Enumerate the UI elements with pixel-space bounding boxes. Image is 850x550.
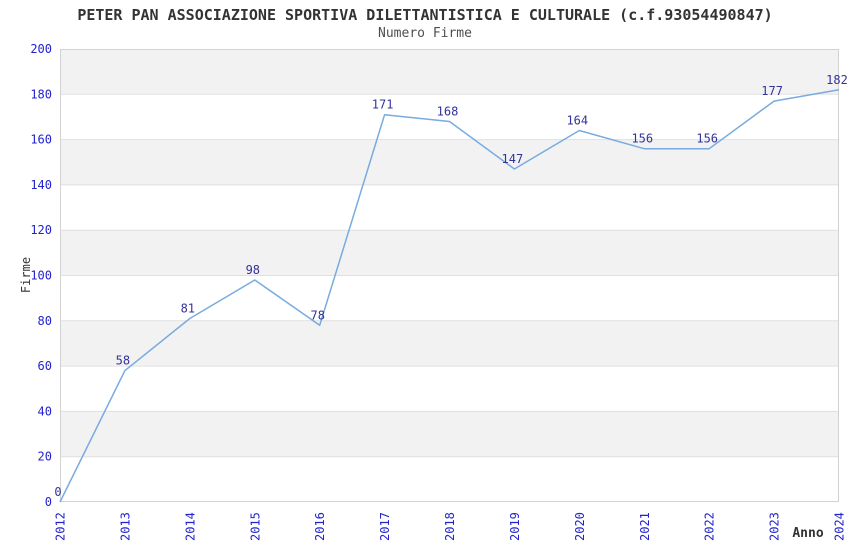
data-point-label: 182: [826, 73, 848, 87]
data-point-label: 156: [631, 132, 653, 146]
plot-border: [60, 49, 839, 502]
plot-band: [60, 411, 839, 457]
data-point-label: 147: [502, 152, 524, 166]
data-point-label: 164: [566, 114, 588, 128]
x-tick-label: 2019: [508, 512, 522, 541]
series-line: [59, 89, 840, 503]
x-axis-label: Anno: [792, 526, 824, 541]
plot-band: [60, 320, 839, 367]
y-tick-label: 40: [38, 404, 52, 418]
plot-band: [60, 275, 839, 321]
plot-band: [60, 94, 839, 140]
x-tick-label: 2012: [54, 512, 68, 541]
plot-band: [60, 184, 839, 231]
x-tick-label: 2022: [703, 512, 717, 541]
y-tick-label: 100: [30, 269, 52, 283]
plot-band: [60, 366, 839, 412]
data-point-label: 58: [116, 354, 130, 368]
y-tick-label: 80: [38, 314, 52, 328]
y-tick-label: 200: [30, 42, 52, 56]
y-tick-label: 60: [38, 359, 52, 373]
y-tick-label: 120: [30, 223, 52, 237]
plot-band: [60, 49, 839, 95]
data-point-label: 171: [372, 98, 394, 112]
x-tick-label: 2021: [638, 512, 652, 541]
data-point-label: 168: [437, 105, 459, 119]
x-tick-label: 2020: [573, 512, 587, 541]
data-point-label: 98: [246, 263, 260, 277]
data-point-label: 156: [696, 132, 718, 146]
plot-band: [60, 456, 839, 502]
data-point-label: 78: [310, 308, 324, 322]
y-tick-label: 0: [45, 495, 52, 509]
x-tick-label: 2024: [833, 512, 847, 541]
y-tick-label: 180: [30, 87, 52, 101]
y-tick-label: 20: [38, 450, 52, 464]
data-point-label: 81: [181, 302, 195, 316]
plot-band: [60, 139, 839, 185]
chart-title: PETER PAN ASSOCIAZIONE SPORTIVA DILETTAN…: [77, 6, 773, 24]
x-tick-label: 2018: [443, 512, 457, 541]
plot-band: [60, 230, 839, 276]
x-tick-label: 2015: [248, 512, 262, 541]
data-point-label: 177: [761, 84, 783, 98]
x-tick-label: 2013: [118, 512, 132, 541]
y-tick-label: 160: [30, 133, 52, 147]
chart-subtitle: Numero Firme: [378, 26, 472, 41]
data-point-label: 0: [54, 485, 61, 499]
y-tick-label: 140: [30, 178, 52, 192]
x-tick-label: 2016: [313, 512, 327, 541]
x-tick-label: 2017: [378, 512, 392, 541]
x-tick-label: 2023: [768, 512, 782, 541]
y-axis-label: Firme: [19, 256, 33, 294]
x-tick-label: 2014: [183, 512, 197, 541]
